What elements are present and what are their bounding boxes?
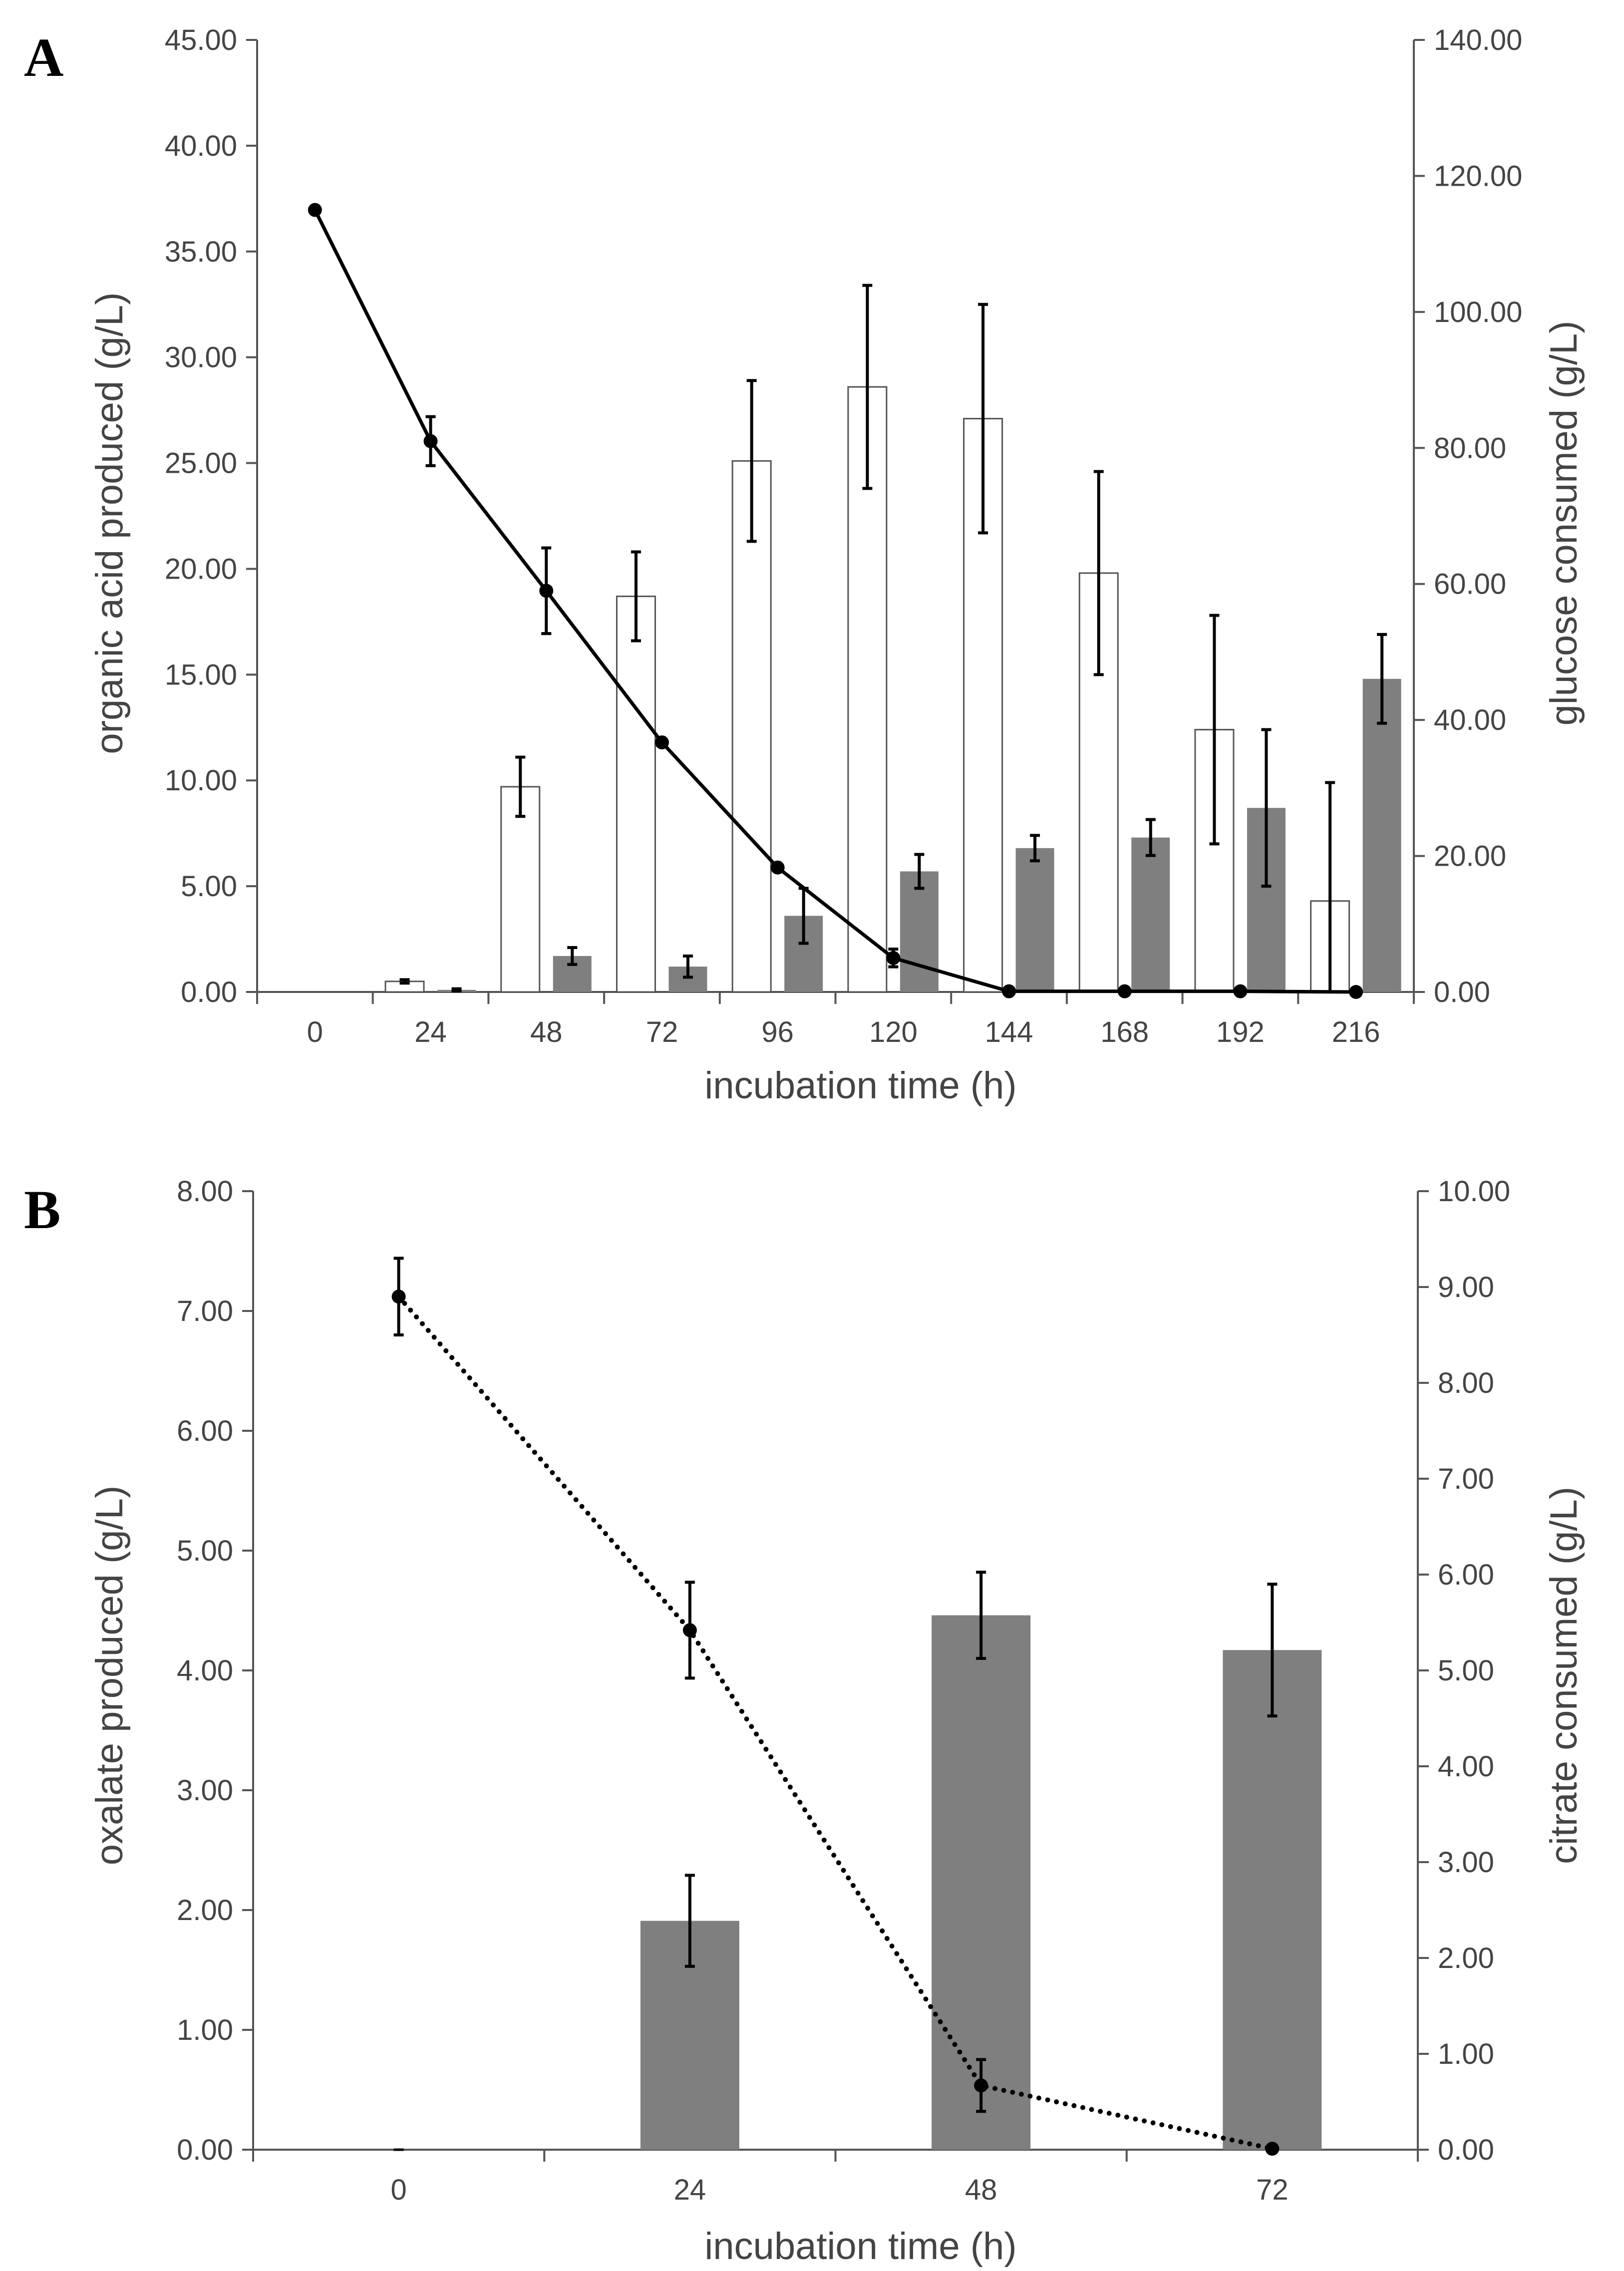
panel-a-line-marker bbox=[886, 951, 901, 965]
panel-a-line-marker bbox=[770, 860, 785, 875]
panel-a-x-tick-label: 120 bbox=[869, 1016, 918, 1048]
panel-a-white-bar bbox=[500, 786, 541, 993]
panel-b-line-marker bbox=[1265, 2142, 1280, 2156]
panel-a-line-marker bbox=[1233, 984, 1248, 998]
panel-a-right-tick-label: 60.00 bbox=[1434, 568, 1506, 601]
panel-b-left-tick-label: 5.00 bbox=[177, 1535, 233, 1567]
panel-a-gray-bar bbox=[900, 871, 939, 992]
panel-b-right-tick-label: 9.00 bbox=[1438, 1271, 1494, 1303]
panel-b-left-tick-label: 0.00 bbox=[177, 2134, 233, 2166]
panel-b-right-tick-label: 7.00 bbox=[1438, 1463, 1494, 1495]
panel-a-x-tick-label: 96 bbox=[761, 1016, 794, 1048]
panel-a-left-tick-label: 10.00 bbox=[165, 764, 237, 797]
panel-a-right-tick-label: 40.00 bbox=[1434, 704, 1506, 736]
panel-b-plot-area: 0.00 1.00 2.00 3.00 4.00 5.00 6.00 7.00 8.00 0.00… bbox=[177, 1175, 1510, 2206]
panel-b-x-tick-label: 48 bbox=[965, 2174, 997, 2206]
panel-a-right-tick-label: 0.00 bbox=[1434, 976, 1490, 1008]
panel-a-left-tick-label: 0.00 bbox=[181, 976, 237, 1008]
panel-b-gray-bar bbox=[1223, 1650, 1322, 2150]
panel-b-right-tick-label: 5.00 bbox=[1438, 1654, 1494, 1687]
panel-b-citrate-line bbox=[396, 1294, 1275, 2152]
panel-a-x-axis-title: incubation time (h) bbox=[704, 1064, 1016, 1107]
panel-b-right-tick-label: 2.00 bbox=[1438, 1942, 1494, 1974]
panel-b-line-marker bbox=[391, 1290, 406, 1304]
panel-a-left-tick-label: 15.00 bbox=[165, 658, 237, 691]
panel-b-left-tick-label: 6.00 bbox=[177, 1415, 233, 1447]
panel-b-left-tick-label: 3.00 bbox=[177, 1774, 233, 1807]
panel-b-right-tick-label: 1.00 bbox=[1438, 2038, 1494, 2070]
panel-b-left-tick-label: 7.00 bbox=[177, 1295, 233, 1327]
panel-b-left-tick-label: 1.00 bbox=[177, 2014, 233, 2046]
panel-a-right-tick-label: 20.00 bbox=[1434, 840, 1506, 873]
panel-a-gray-bar bbox=[1362, 678, 1401, 992]
panel-a-left-tick-label: 40.00 bbox=[165, 130, 237, 162]
panel-b-label: B bbox=[24, 1179, 60, 1240]
panel-b-right-tick-label: 8.00 bbox=[1438, 1367, 1494, 1399]
panel-a-plot-area: 0.00 5.00 10.00 15.00 20.00 25.00 30.00 35.00 40… bbox=[165, 24, 1523, 1048]
panel-a-right-tick-label: 120.00 bbox=[1434, 160, 1522, 192]
panel-a-right-tick-label: 100.00 bbox=[1434, 296, 1522, 328]
panel-a-line-marker bbox=[423, 434, 438, 448]
panel-b-left-tick-label: 2.00 bbox=[177, 1894, 233, 1927]
panel-b-right-tick-label: 6.00 bbox=[1438, 1559, 1494, 1591]
panel-a-left-tick-label: 5.00 bbox=[181, 870, 237, 903]
panel-a-left-tick-label: 30.00 bbox=[165, 341, 237, 374]
panel-b-line-marker bbox=[974, 2078, 988, 2093]
panel-b-chart: B 0.001.002.003.004.005.006.007.008.000.… bbox=[24, 1175, 1585, 2268]
panel-a-right-axis-title: glucose consumed (g/L) bbox=[1543, 321, 1585, 725]
panel-b-left-axis-title: oxalate produced (g/L) bbox=[88, 1486, 131, 1865]
panel-a-x-tick-label: 216 bbox=[1332, 1016, 1380, 1048]
panel-a-line-marker bbox=[654, 735, 669, 750]
panel-a-right-tick-label: 80.00 bbox=[1434, 432, 1506, 464]
panel-a-line-marker bbox=[1117, 984, 1132, 998]
panel-b-x-axis-title: incubation time (h) bbox=[704, 2225, 1016, 2268]
panel-a-left-tick-label: 20.00 bbox=[165, 553, 237, 585]
panel-b-right-tick-label: 3.00 bbox=[1438, 1846, 1494, 1879]
panel-a-gray-bar bbox=[1131, 837, 1170, 992]
panel-a-glucose-line bbox=[313, 208, 1358, 994]
panel-a-line-marker bbox=[1002, 984, 1016, 998]
panel-a-label: A bbox=[24, 27, 63, 88]
panel-a-gray-bar bbox=[1015, 848, 1054, 992]
panel-b-left-tick-label: 8.00 bbox=[177, 1175, 233, 1208]
panel-a-white-bar bbox=[616, 596, 656, 993]
panel-a-x-tick-label: 168 bbox=[1100, 1016, 1149, 1048]
panel-a-x-tick-label: 192 bbox=[1216, 1016, 1265, 1048]
panel-b-x-tick-label: 72 bbox=[1256, 2174, 1289, 2206]
panel-a-right-tick-label: 140.00 bbox=[1434, 24, 1522, 56]
panel-b-right-axis-title: citrate consumed (g/L) bbox=[1543, 1487, 1585, 1864]
panel-b-right-tick-label: 0.00 bbox=[1438, 2134, 1494, 2166]
panel-a-left-tick-label: 45.00 bbox=[165, 24, 237, 56]
panel-a-x-tick-label: 0 bbox=[307, 1016, 323, 1048]
panel-a-x-tick-label: 48 bbox=[530, 1016, 563, 1048]
panel-a-x-tick-label: 24 bbox=[414, 1016, 447, 1048]
panel-a-line-marker bbox=[1349, 985, 1363, 999]
panel-b-x-tick-label: 0 bbox=[390, 2174, 406, 2206]
panel-b-x-tick-label: 24 bbox=[674, 2174, 706, 2206]
panel-b-left-tick-label: 4.00 bbox=[177, 1654, 233, 1687]
panel-b-line-marker bbox=[682, 1623, 697, 1637]
panel-a-line-marker bbox=[539, 584, 554, 598]
panel-a-left-tick-label: 25.00 bbox=[165, 447, 237, 480]
panel-a-left-tick-label: 35.00 bbox=[165, 236, 237, 268]
panel-a-left-axis-title: organic acid produced (g/L) bbox=[88, 292, 131, 754]
panel-a-chart: A 0.00 5.00 10.00 15.00 20.00 25.00 30.00 35.00… bbox=[24, 24, 1585, 1107]
panel-a-x-tick-label: 72 bbox=[646, 1016, 678, 1048]
panel-b-right-tick-label: 10.00 bbox=[1438, 1175, 1510, 1208]
panel-a-x-tick-label: 144 bbox=[985, 1016, 1033, 1048]
panel-b-right-tick-label: 4.00 bbox=[1438, 1750, 1494, 1783]
panel-a-line-marker bbox=[308, 203, 322, 217]
